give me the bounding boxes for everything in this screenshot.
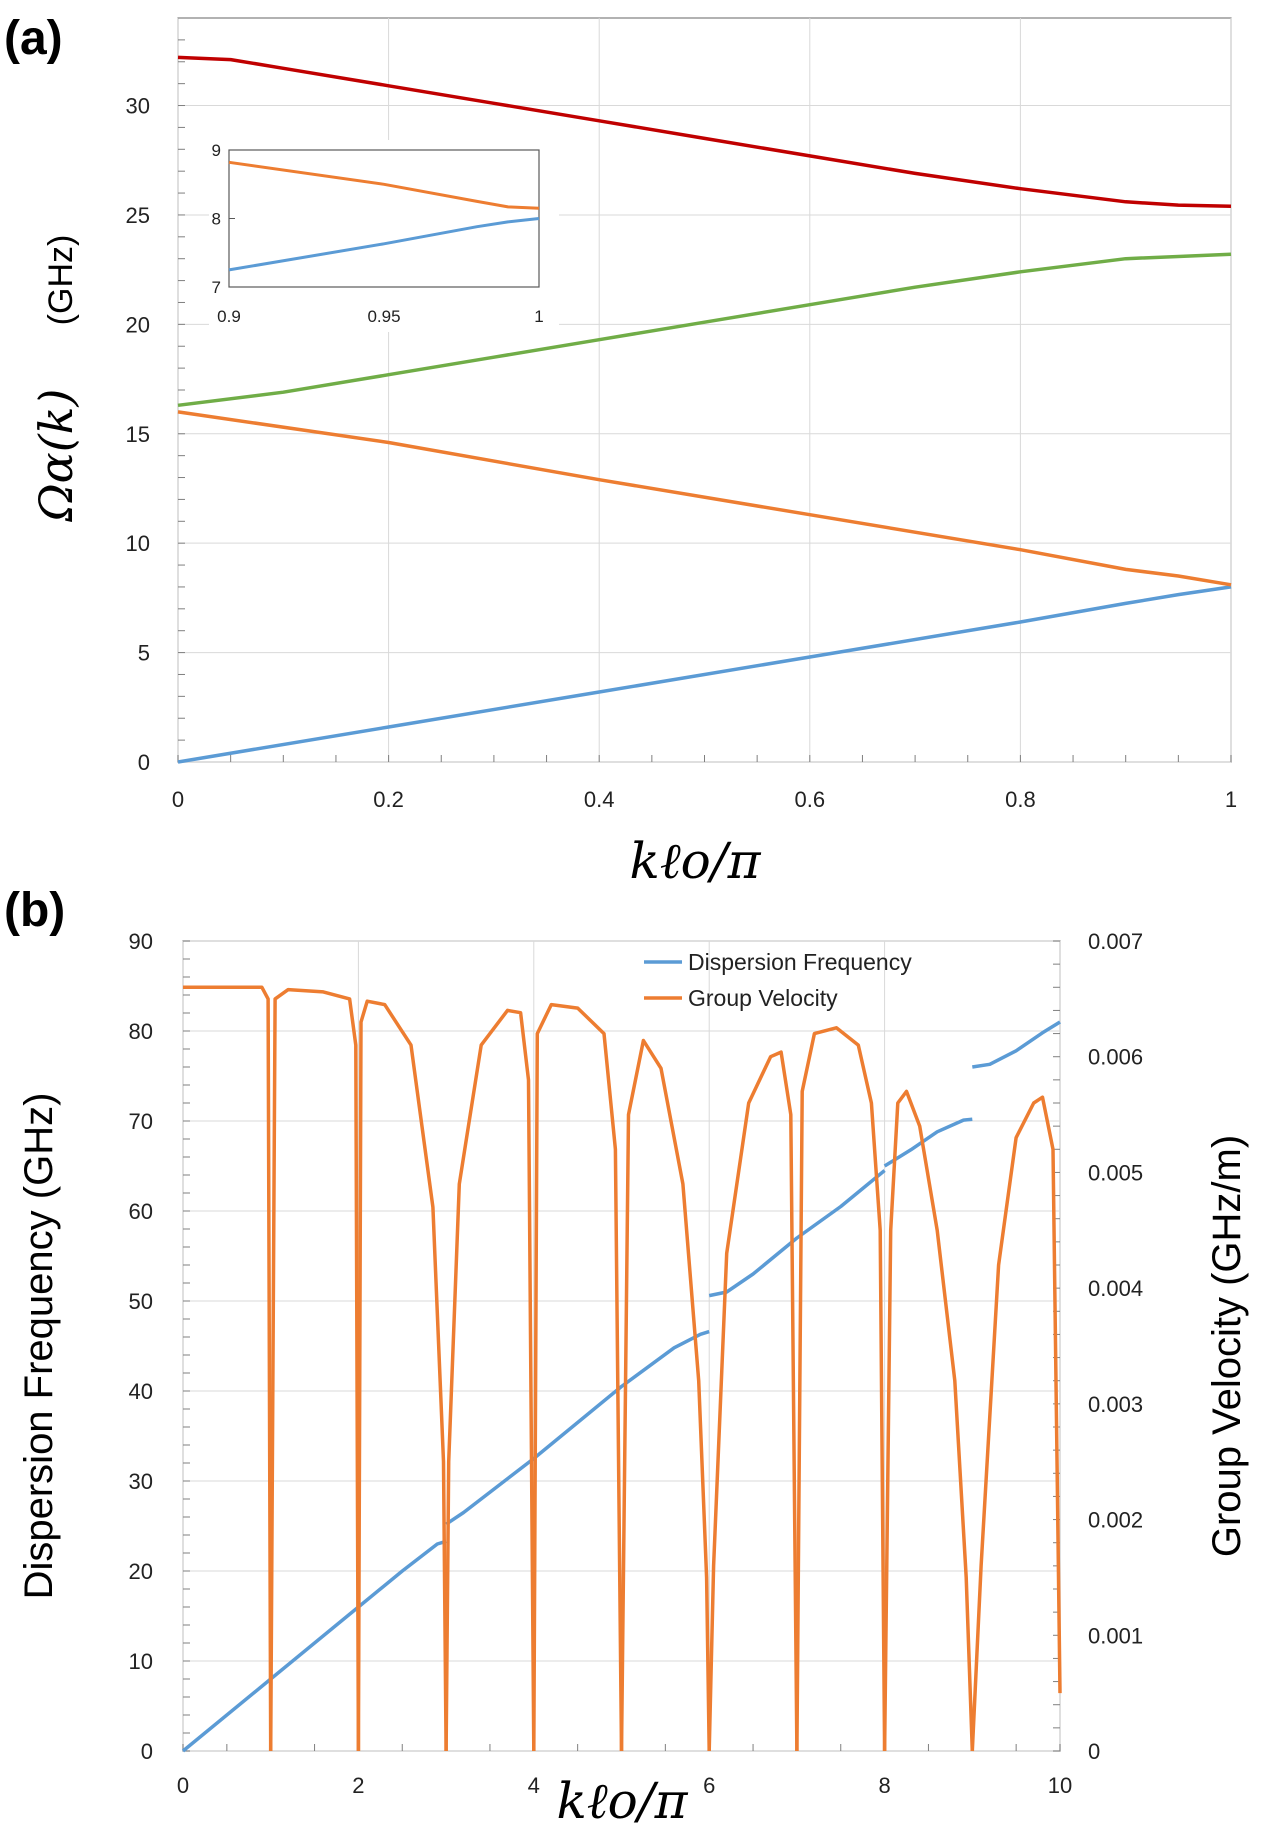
b-series-segment <box>707 1050 799 1752</box>
panel-a-plot-frame <box>177 17 1232 763</box>
b-x-tick-label: 2 <box>352 1773 364 1798</box>
a-x-tick-label: 0.2 <box>373 787 404 812</box>
inset-background <box>209 140 559 332</box>
panel-a-series <box>177 55 1232 764</box>
a-x-tick-label: 1 <box>1225 787 1237 812</box>
a-x-tick-label: 0.8 <box>1005 787 1036 812</box>
panel-b-x-axis-title: kℓo/π <box>557 1772 689 1830</box>
b-y2-tick-label: 0.001 <box>1088 1623 1143 1648</box>
b-y2-tick-label: 0.007 <box>1088 929 1143 954</box>
b-series-segment <box>972 1020 1061 1069</box>
b-y-tick-label: 20 <box>129 1559 153 1584</box>
b-x-tick-label: 4 <box>528 1773 540 1798</box>
inset-series-branch-2 <box>228 160 540 210</box>
a-series-branch-4 <box>177 55 1232 208</box>
b-series-segment <box>882 1089 975 1752</box>
a-y-tick-label: 0 <box>138 750 150 775</box>
b-y-tick-label: 50 <box>129 1289 153 1314</box>
b-series-segment <box>183 985 273 1752</box>
panel-b-y2-axis-title: Group Velocity (GHz/m) <box>1205 1135 1249 1557</box>
a-series-branch-3 <box>177 252 1232 408</box>
inset-y-tick-label: 8 <box>212 210 221 229</box>
b-y-tick-label: 0 <box>141 1739 153 1764</box>
b-y-tick-label: 10 <box>129 1649 153 1674</box>
b-y2-tick-label: 0 <box>1088 1739 1100 1764</box>
a-y-tick-label: 30 <box>126 94 150 119</box>
b-series-segment <box>444 1008 536 1752</box>
panel-a-y-axis-title: Ωα(k) <box>29 389 83 523</box>
legend-label-dispersion: Dispersion Frequency <box>688 949 912 975</box>
inset-x-tick-label: 1 <box>534 307 543 326</box>
panel-b-tick-labels: 0 2 4 6 8 10 0 10 20 30 40 50 60 70 80 90 0 0.001 0.002 0.0… <box>129 929 1144 1798</box>
a-x-tick-label: 0 <box>172 787 184 812</box>
a-x-tick-label: 0.6 <box>795 787 826 812</box>
b-series-segment <box>619 1038 711 1752</box>
panel-b-series <box>181 985 1062 1753</box>
panel-b-y-axis-title: Dispersion Frequency (GHz) <box>17 1093 61 1600</box>
b-y2-tick-label: 0.006 <box>1088 1045 1143 1070</box>
b-y2-tick-label: 0.003 <box>1088 1392 1143 1417</box>
inset-series-branch-1 <box>228 217 540 272</box>
panel-b: (b) 0 2 4 6 8 10 0 10 20 30 40 50 60 70 80 90 0 0.001 0.00… <box>4 884 1249 1830</box>
a-x-tick-label: 0.4 <box>584 787 615 812</box>
b-series-segment <box>532 1002 624 1752</box>
legend-label-group-velocity: Group Velocity <box>688 985 838 1011</box>
b-series-segment <box>795 1026 887 1752</box>
b-y2-tick-label: 0.004 <box>1088 1276 1143 1301</box>
b-y-tick-label: 30 <box>129 1469 153 1494</box>
a-series-branch-1 <box>177 585 1232 764</box>
a-y-tick-label: 5 <box>138 641 150 666</box>
a-y-tick-label: 20 <box>126 312 150 337</box>
panel-b-legend: Dispersion Frequency Group Velocity <box>644 949 912 1011</box>
b-series-segment <box>445 1329 710 1526</box>
b-series-segment <box>181 1539 447 1753</box>
b-y-tick-label: 40 <box>129 1379 153 1404</box>
panel-a-x-axis-title: kℓo/π <box>630 832 762 890</box>
b-series-group-velocity <box>183 985 1062 1752</box>
b-x-tick-label: 8 <box>878 1773 890 1798</box>
b-x-tick-label: 0 <box>177 1773 189 1798</box>
b-y-tick-label: 80 <box>129 1019 153 1044</box>
panel-a-label: (a) <box>4 12 63 65</box>
b-series-segment <box>970 1095 1062 1752</box>
panel-b-label: (b) <box>4 884 65 937</box>
inset-x-tick-label: 0.9 <box>217 307 241 326</box>
inset-x-tick-label: 0.95 <box>367 307 400 326</box>
b-series-segment <box>883 1117 973 1168</box>
b-y2-tick-label: 0.005 <box>1088 1160 1143 1185</box>
b-y-tick-label: 70 <box>129 1109 153 1134</box>
b-y-tick-label: 60 <box>129 1199 153 1224</box>
inset-y-tick-label: 7 <box>212 278 221 297</box>
b-x-tick-label: 6 <box>703 1773 715 1798</box>
panel-a-gridlines <box>177 17 1232 763</box>
a-y-tick-label: 10 <box>126 531 150 556</box>
b-x-tick-label: 10 <box>1048 1773 1072 1798</box>
a-series-branch-2 <box>177 410 1232 587</box>
b-series-segment <box>268 987 361 1752</box>
b-y2-tick-label: 0.002 <box>1088 1508 1143 1533</box>
panel-a-inset: 0.9 0.95 1 7 8 9 <box>209 140 559 332</box>
inset-y-tick-label: 9 <box>212 141 221 160</box>
a-y-tick-label: 15 <box>126 422 150 447</box>
panel-a-y-axis-unit: (GHz) <box>42 235 80 326</box>
b-y-tick-label: 90 <box>129 929 153 954</box>
b-series-segment <box>356 999 448 1752</box>
a-y-tick-label: 25 <box>126 203 150 228</box>
